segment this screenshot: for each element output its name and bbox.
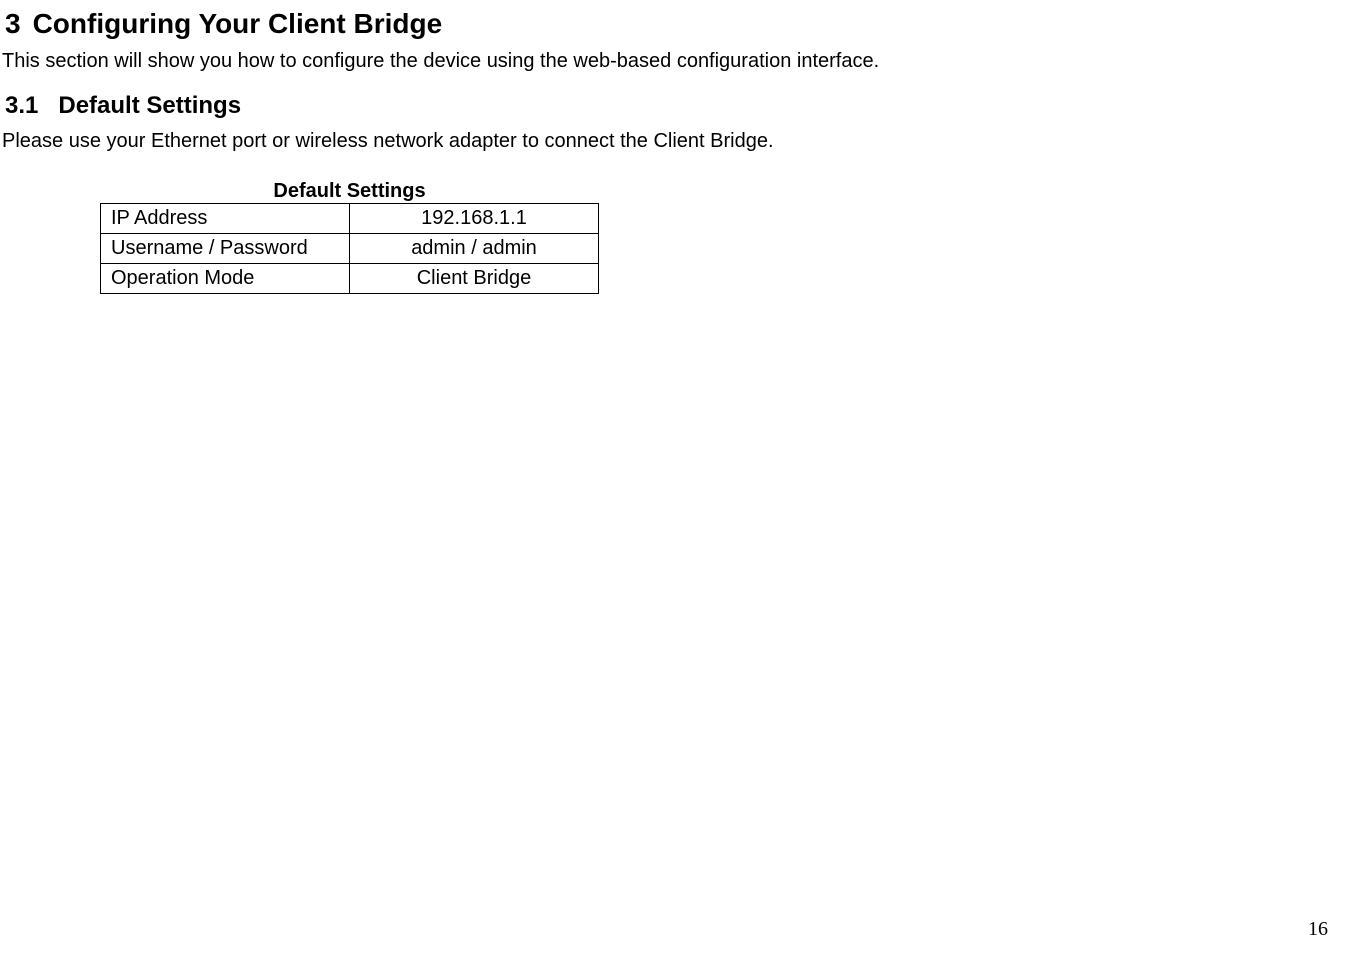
table-value: Client Bridge xyxy=(350,264,599,294)
default-settings-table: Default Settings IP Address 192.168.1.1 … xyxy=(100,180,599,294)
section-number: 3 xyxy=(5,8,21,40)
subsection-heading: 3.1 Default Settings xyxy=(5,92,1350,120)
table-row: Operation Mode Client Bridge xyxy=(101,264,599,294)
page-number: 16 xyxy=(1308,918,1328,941)
table-label: IP Address xyxy=(101,204,350,234)
default-settings-table-wrapper: Default Settings IP Address 192.168.1.1 … xyxy=(100,180,1350,294)
table-caption: Default Settings xyxy=(100,180,599,203)
table-label: Operation Mode xyxy=(101,264,350,294)
subsection-title: Default Settings xyxy=(58,92,241,119)
section-title: Configuring Your Client Bridge xyxy=(33,8,443,39)
section-intro: This section will show you how to config… xyxy=(2,46,1350,76)
section-heading: 3 Configuring Your Client Bridge xyxy=(5,8,1350,40)
subsection-intro: Please use your Ethernet port or wireles… xyxy=(2,126,1350,156)
table-row: IP Address 192.168.1.1 xyxy=(101,204,599,234)
table-value: 192.168.1.1 xyxy=(350,204,599,234)
table-row: Username / Password admin / admin xyxy=(101,234,599,264)
table-label: Username / Password xyxy=(101,234,350,264)
subsection-number: 3.1 xyxy=(5,92,38,120)
table-value: admin / admin xyxy=(350,234,599,264)
